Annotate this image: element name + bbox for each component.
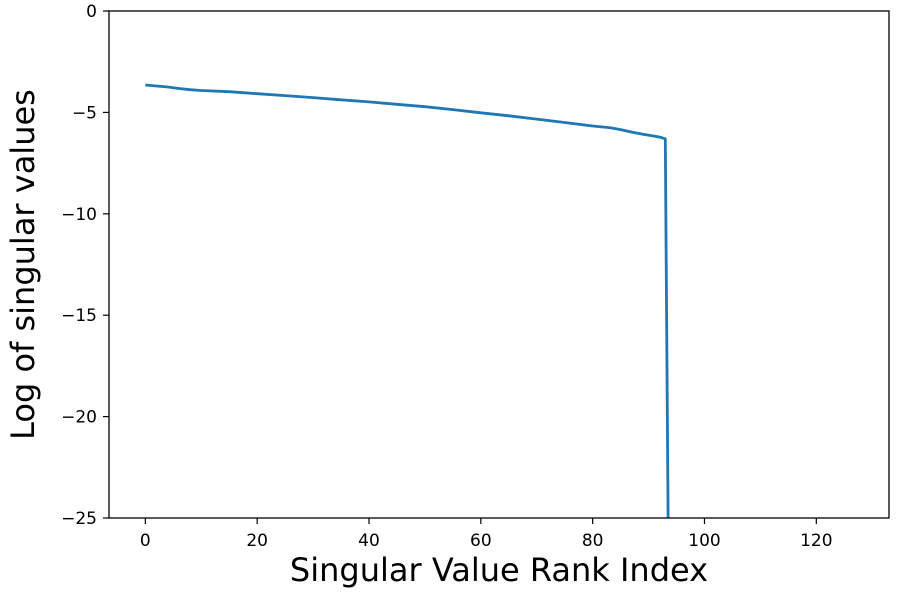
y-tick-label: 0 <box>86 2 97 22</box>
x-tick-label: 40 <box>358 531 380 551</box>
y-tick-label: −5 <box>72 103 97 123</box>
x-axis-ticks: 0 20 40 60 80 100 120 <box>140 518 833 551</box>
y-tick-label: −25 <box>61 509 97 529</box>
x-tick-label: 100 <box>688 531 720 551</box>
y-tick-label: −10 <box>61 205 97 225</box>
x-tick-label: 0 <box>140 531 151 551</box>
y-axis-ticks: 0 −5 −10 −15 −20 −25 <box>61 2 109 529</box>
series-line <box>145 83 670 519</box>
x-tick-label: 60 <box>470 531 492 551</box>
x-tick-label: 120 <box>800 531 832 551</box>
y-tick-label: −15 <box>61 306 97 326</box>
x-tick-label: 20 <box>246 531 268 551</box>
plot-area <box>145 83 670 519</box>
y-tick-label: −20 <box>61 408 97 428</box>
plot-frame <box>108 10 890 519</box>
x-tick-label: 80 <box>582 531 604 551</box>
x-axis-label: Singular Value Rank Index <box>290 551 708 589</box>
y-axis-label: Log of singular values <box>4 89 42 440</box>
